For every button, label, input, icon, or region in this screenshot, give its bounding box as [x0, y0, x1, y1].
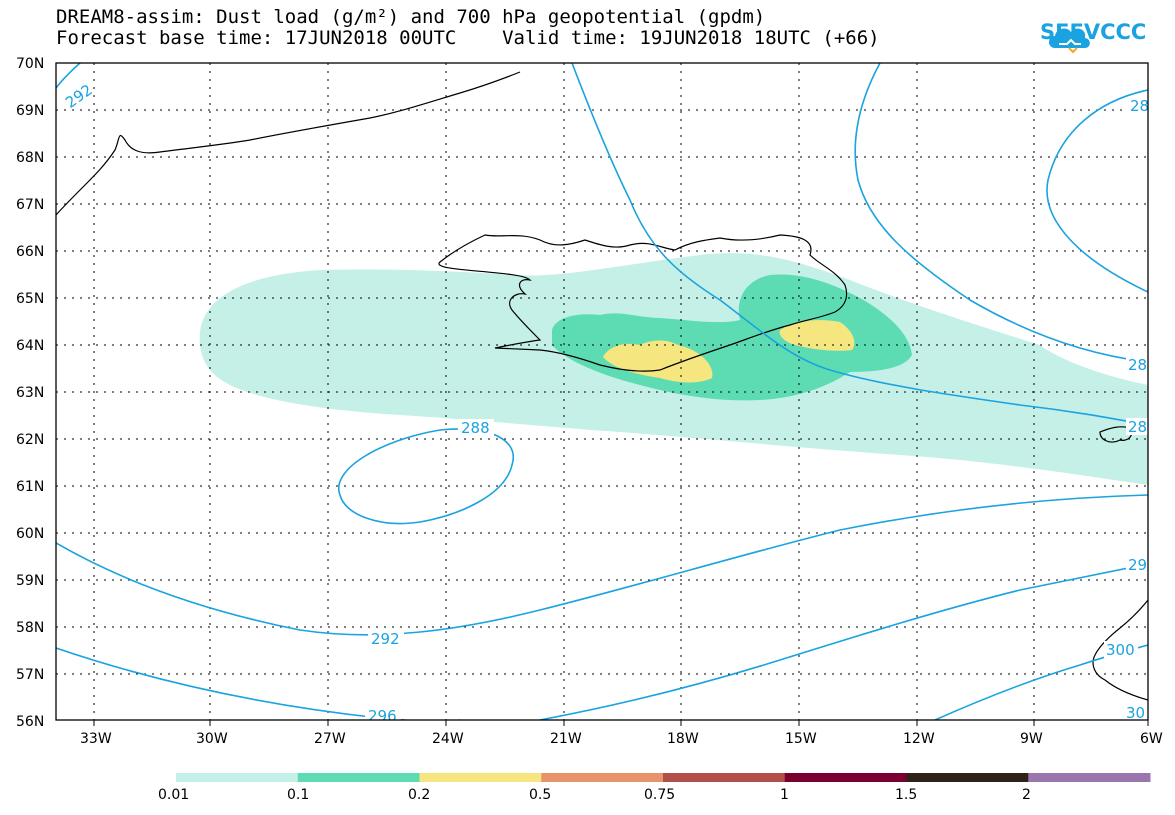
colorbar-segment	[176, 773, 299, 782]
logo-text: SEEVCCC	[1040, 20, 1147, 44]
lon-label: 33W	[80, 731, 112, 747]
lat-label: 68N	[16, 150, 44, 166]
contour-label: 292	[62, 81, 96, 112]
colorbar-tick: 2	[1022, 787, 1031, 803]
lat-label: 58N	[16, 620, 44, 636]
contour-label: 288	[461, 419, 490, 437]
lat-label: 64N	[16, 338, 44, 354]
geopotential-contours	[56, 63, 1148, 720]
lat-label: 65N	[16, 291, 44, 307]
contour-296	[56, 647, 460, 720]
scotland-coast	[1092, 599, 1148, 701]
colorbar-segment	[297, 773, 420, 782]
coastlines	[56, 71, 1148, 701]
contour-label: 296	[368, 707, 397, 725]
lat-label: 60N	[16, 526, 44, 542]
contour-292-north	[56, 63, 81, 89]
colorbar-ticks: 0.01 0.1 0.2 0.5 0.75 1 1.5 2	[158, 787, 1031, 803]
cloud-icon	[1049, 28, 1090, 54]
lon-label: 6W	[1140, 731, 1163, 747]
contour-label: 28	[1130, 97, 1149, 115]
lon-label: 27W	[314, 731, 346, 747]
colorbar-tick: 0.5	[529, 787, 551, 803]
lon-label: 24W	[432, 731, 464, 747]
colorbar-tick: 0.1	[287, 787, 309, 803]
colorbar-tick: 0.2	[408, 787, 430, 803]
colorbar-segment	[906, 773, 1029, 782]
lat-label: 59N	[16, 573, 44, 589]
graticule	[56, 63, 1148, 720]
lat-label: 61N	[16, 479, 44, 495]
lat-label: 56N	[16, 714, 44, 730]
colorbar-segment	[419, 773, 542, 782]
lat-label: 57N	[16, 667, 44, 683]
contour-29x-southeast	[539, 563, 1148, 720]
contour-label-group: 292 288 292 296 28 28 28 29 300 30	[62, 79, 1149, 725]
lon-label: 18W	[667, 731, 699, 747]
colorbar-segment	[784, 773, 907, 782]
contour-ridge	[571, 63, 1148, 426]
lat-label: 70N	[16, 56, 44, 72]
contour-label: 30	[1126, 704, 1145, 722]
colorbar-tick: 1	[780, 787, 789, 803]
forecast-time-line: Forecast base time: 17JUN2018 00UTC Vali…	[56, 27, 880, 49]
colorbar-segment	[663, 773, 786, 782]
map-frame	[55, 62, 1149, 721]
colorbar-tick: 1.5	[895, 787, 917, 803]
lat-label: 69N	[16, 103, 44, 119]
contour-label: 28	[1128, 418, 1147, 436]
contour-label: 28	[1128, 356, 1147, 374]
longitude-labels: 33W 30W 27W 24W 21W 18W 15W 12W 9W 6W	[80, 731, 1163, 747]
lon-label: 12W	[903, 731, 935, 747]
contour-label: 292	[371, 630, 400, 648]
colorbar	[176, 773, 1151, 782]
colorbar-tick: 0.01	[158, 787, 189, 803]
contour-288-loop	[337, 428, 515, 525]
lat-label: 66N	[16, 244, 44, 260]
colorbar-tick: 0.75	[644, 787, 675, 803]
lat-label: 63N	[16, 385, 44, 401]
lat-label: 67N	[16, 197, 44, 213]
contour-label: 300	[1106, 641, 1135, 659]
lat-label: 62N	[16, 432, 44, 448]
contour-east-2	[1046, 89, 1148, 293]
lon-label: 30W	[196, 731, 228, 747]
lon-label: 21W	[550, 731, 582, 747]
iceland-coast	[438, 234, 848, 372]
contour-292-south	[56, 494, 1148, 636]
greenland-coast	[56, 71, 521, 216]
axis-ticks	[93, 720, 1149, 726]
latitude-labels: 70N 69N 68N 67N 66N 65N 64N 63N 62N 61N …	[16, 56, 44, 730]
dust-region-0-2-west	[603, 340, 713, 383]
contour-label: 29	[1128, 556, 1147, 574]
contour-east-1	[854, 63, 1148, 363]
colorbar-segment	[541, 773, 664, 782]
colorbar-segment	[1028, 773, 1151, 782]
lon-label: 9W	[1020, 731, 1043, 747]
faroe-coast	[1099, 426, 1133, 443]
dust-region-0-2-east	[779, 320, 855, 351]
lon-label: 15W	[785, 731, 817, 747]
map-title: DREAM8-assim: Dust load (g/m²) and 700 h…	[56, 6, 766, 28]
